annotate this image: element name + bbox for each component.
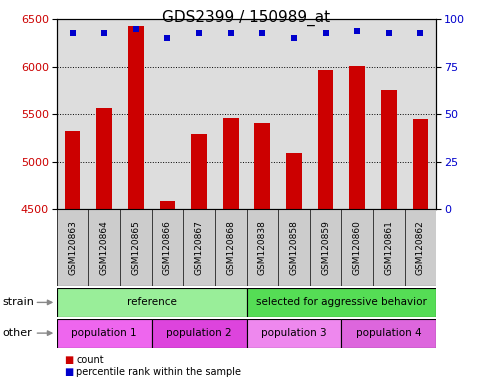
Bar (350, 66, 365, 209)
Text: selected for aggressive behavior: selected for aggressive behavior (256, 297, 427, 308)
Bar (223, 118, 239, 209)
Bar (96, 108, 112, 209)
Point (353, 28, 361, 34)
Text: population 2: population 2 (166, 328, 232, 338)
Point (227, 30, 235, 36)
Text: percentile rank within the sample: percentile rank within the sample (76, 367, 242, 377)
Bar (341, 319, 436, 348)
Text: other: other (2, 328, 32, 338)
Text: ■: ■ (64, 355, 73, 365)
Text: GSM120863: GSM120863 (68, 220, 77, 275)
Bar (246, 319, 341, 348)
Point (417, 30, 424, 36)
Bar (317, 70, 333, 209)
Point (69, 30, 76, 36)
Text: population 1: population 1 (71, 328, 137, 338)
Text: GSM120865: GSM120865 (131, 220, 141, 275)
Text: GSM120861: GSM120861 (385, 220, 393, 275)
Text: strain: strain (2, 297, 35, 308)
Point (321, 30, 329, 36)
Point (164, 35, 172, 41)
Text: GSM120838: GSM120838 (258, 220, 267, 275)
Text: population 4: population 4 (356, 328, 422, 338)
Point (290, 35, 298, 41)
Bar (152, 319, 246, 348)
Bar (57, 288, 246, 317)
Text: reference: reference (127, 297, 176, 308)
Point (195, 30, 203, 36)
Bar (246, 288, 436, 317)
Text: GSM120868: GSM120868 (226, 220, 235, 275)
Point (385, 30, 393, 36)
Bar (381, 89, 397, 209)
Bar (160, 201, 176, 209)
Text: GSM120859: GSM120859 (321, 220, 330, 275)
Point (258, 30, 266, 36)
Text: GDS2399 / 150989_at: GDS2399 / 150989_at (162, 10, 331, 26)
Text: population 3: population 3 (261, 328, 327, 338)
Text: GSM120858: GSM120858 (289, 220, 298, 275)
Text: count: count (76, 355, 104, 365)
Bar (128, 26, 143, 209)
Text: GSM120867: GSM120867 (195, 220, 204, 275)
Text: GSM120860: GSM120860 (352, 220, 362, 275)
Point (100, 30, 108, 36)
Bar (286, 153, 302, 209)
Bar (413, 119, 428, 209)
Bar (65, 131, 80, 209)
Point (132, 26, 140, 32)
Bar (191, 134, 207, 209)
Bar (57, 319, 152, 348)
Text: ■: ■ (64, 367, 73, 377)
Text: GSM120864: GSM120864 (100, 220, 108, 275)
Bar (254, 123, 270, 209)
Text: GSM120862: GSM120862 (416, 220, 425, 275)
Text: GSM120866: GSM120866 (163, 220, 172, 275)
